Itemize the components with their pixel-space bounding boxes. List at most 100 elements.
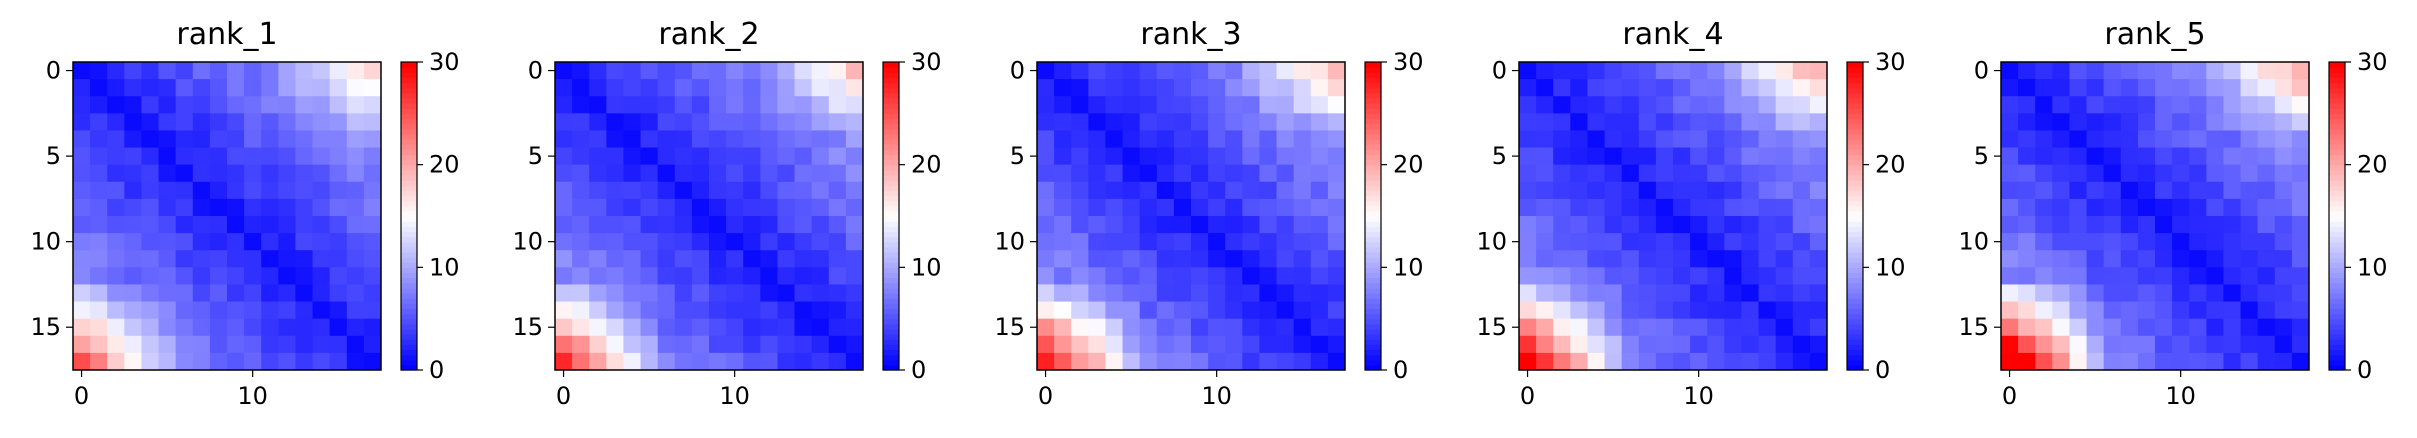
heatmap-cell <box>227 147 245 166</box>
heatmap-cell <box>845 96 864 114</box>
heatmap-cell <box>674 147 693 166</box>
heatmap-cell <box>1553 250 1571 268</box>
heatmap-cell <box>1775 318 1794 337</box>
heatmap-cell <box>312 96 331 114</box>
y-tick-label: 5 <box>1010 142 1025 170</box>
heatmap-cell <box>90 250 108 268</box>
heatmap-cell <box>709 352 727 371</box>
heatmap-cell <box>2206 250 2224 268</box>
heatmap-cell <box>828 318 847 337</box>
heatmap-cell <box>2103 147 2122 166</box>
heatmap-cell <box>1242 284 1260 303</box>
heatmap-cell <box>2223 233 2242 251</box>
colorbar-segment <box>883 77 899 84</box>
heatmap-cell <box>2069 198 2088 217</box>
heatmap-cell <box>1122 62 1141 80</box>
colorbar-segment <box>2329 113 2345 120</box>
heatmap-cell <box>346 233 365 251</box>
heatmap-cell <box>606 62 624 80</box>
heatmap-cell <box>1293 250 1312 268</box>
heatmap-cell <box>1792 198 1811 217</box>
heatmap-cell <box>1707 250 1725 268</box>
colorbar-segment <box>1365 303 1381 309</box>
heatmap-cell <box>555 181 573 200</box>
heatmap-cell <box>1604 96 1623 114</box>
x-tick-label: 0 <box>2002 382 2017 410</box>
heatmap-cell <box>1327 267 1346 285</box>
colorbar-segment <box>2329 339 2345 345</box>
colorbar-segment <box>401 287 417 294</box>
heatmap-cell <box>141 96 160 114</box>
heatmap-cell <box>329 335 348 354</box>
colorbar-segment <box>2329 349 2345 356</box>
x-tick-label: 0 <box>74 382 89 410</box>
heatmap-cell <box>623 301 642 320</box>
heatmap-cell <box>1208 233 1226 251</box>
colorbar-tick-label: 30 <box>1393 48 1424 76</box>
heatmap-cell <box>691 164 710 183</box>
heatmap-cell <box>1225 233 1243 251</box>
heatmap-cell <box>2291 233 2310 251</box>
y-tick-label: 5 <box>1492 142 1507 170</box>
heatmap-cell <box>107 164 125 183</box>
heatmap-cell <box>1570 164 1588 183</box>
heatmap-cell <box>227 216 245 234</box>
heatmap-cell <box>1139 96 1158 114</box>
heatmap-cell <box>1724 250 1742 268</box>
colorbar-segment <box>1847 339 1863 345</box>
colorbar-segment <box>1365 72 1381 78</box>
colorbar-tick-label: 30 <box>911 48 942 76</box>
heatmap-cell <box>2086 181 2105 200</box>
heatmap-cell <box>1276 233 1295 251</box>
heatmap-cell <box>2001 198 2019 217</box>
heatmap-cell <box>606 113 624 131</box>
heatmap-cell <box>555 62 573 80</box>
heatmap-cell <box>743 352 761 371</box>
heatmap-cell <box>640 216 659 234</box>
heatmap-cell <box>1570 267 1588 285</box>
heatmap-cell <box>1105 301 1124 320</box>
heatmap-cell <box>363 267 382 285</box>
heatmap-cell <box>261 352 279 371</box>
heatmap-cell <box>2001 352 2019 371</box>
colorbar-tick-label: 30 <box>429 48 460 76</box>
heatmap-cell <box>141 318 160 337</box>
heatmap-cell <box>1327 284 1346 303</box>
heatmap-cell <box>2240 62 2259 80</box>
heatmap-cell <box>726 96 744 114</box>
heatmap-cell <box>1690 164 1708 183</box>
colorbar-segment <box>883 149 899 155</box>
heatmap-cell <box>2291 79 2310 97</box>
heatmap-cell <box>691 233 710 251</box>
heatmap-cell <box>107 198 125 217</box>
colorbar-segment <box>1365 169 1381 176</box>
heatmap-cell <box>1259 216 1278 234</box>
heatmap-cell <box>278 233 296 251</box>
heatmap-cell <box>90 130 108 149</box>
colorbar-segment <box>2329 334 2345 340</box>
heatmap-cell <box>1758 216 1777 234</box>
heatmap-cell <box>1208 284 1226 303</box>
heatmap-cell <box>1690 335 1708 354</box>
colorbar-segment <box>1365 216 1381 222</box>
heatmap-cell <box>794 181 813 200</box>
heatmap-cell <box>1655 164 1674 183</box>
heatmap-cell <box>623 164 642 183</box>
heatmap-cell <box>2137 250 2156 268</box>
plot-frame <box>554 61 864 371</box>
heatmap-cell <box>1570 318 1588 337</box>
colorbar-segment <box>883 257 899 263</box>
heatmap-cell <box>572 267 590 285</box>
heatmap-cell <box>192 147 211 166</box>
heatmap-cell <box>2035 335 2053 354</box>
y-tick-label: 10 <box>30 228 61 256</box>
heatmap-cell <box>209 267 228 285</box>
heatmap-cell <box>777 130 796 149</box>
heatmap-cell <box>589 130 607 149</box>
heatmap-cell <box>2274 301 2293 320</box>
heatmap-cell <box>2172 198 2190 217</box>
heatmap-cell <box>2155 96 2173 114</box>
heatmap-cell <box>794 216 813 234</box>
